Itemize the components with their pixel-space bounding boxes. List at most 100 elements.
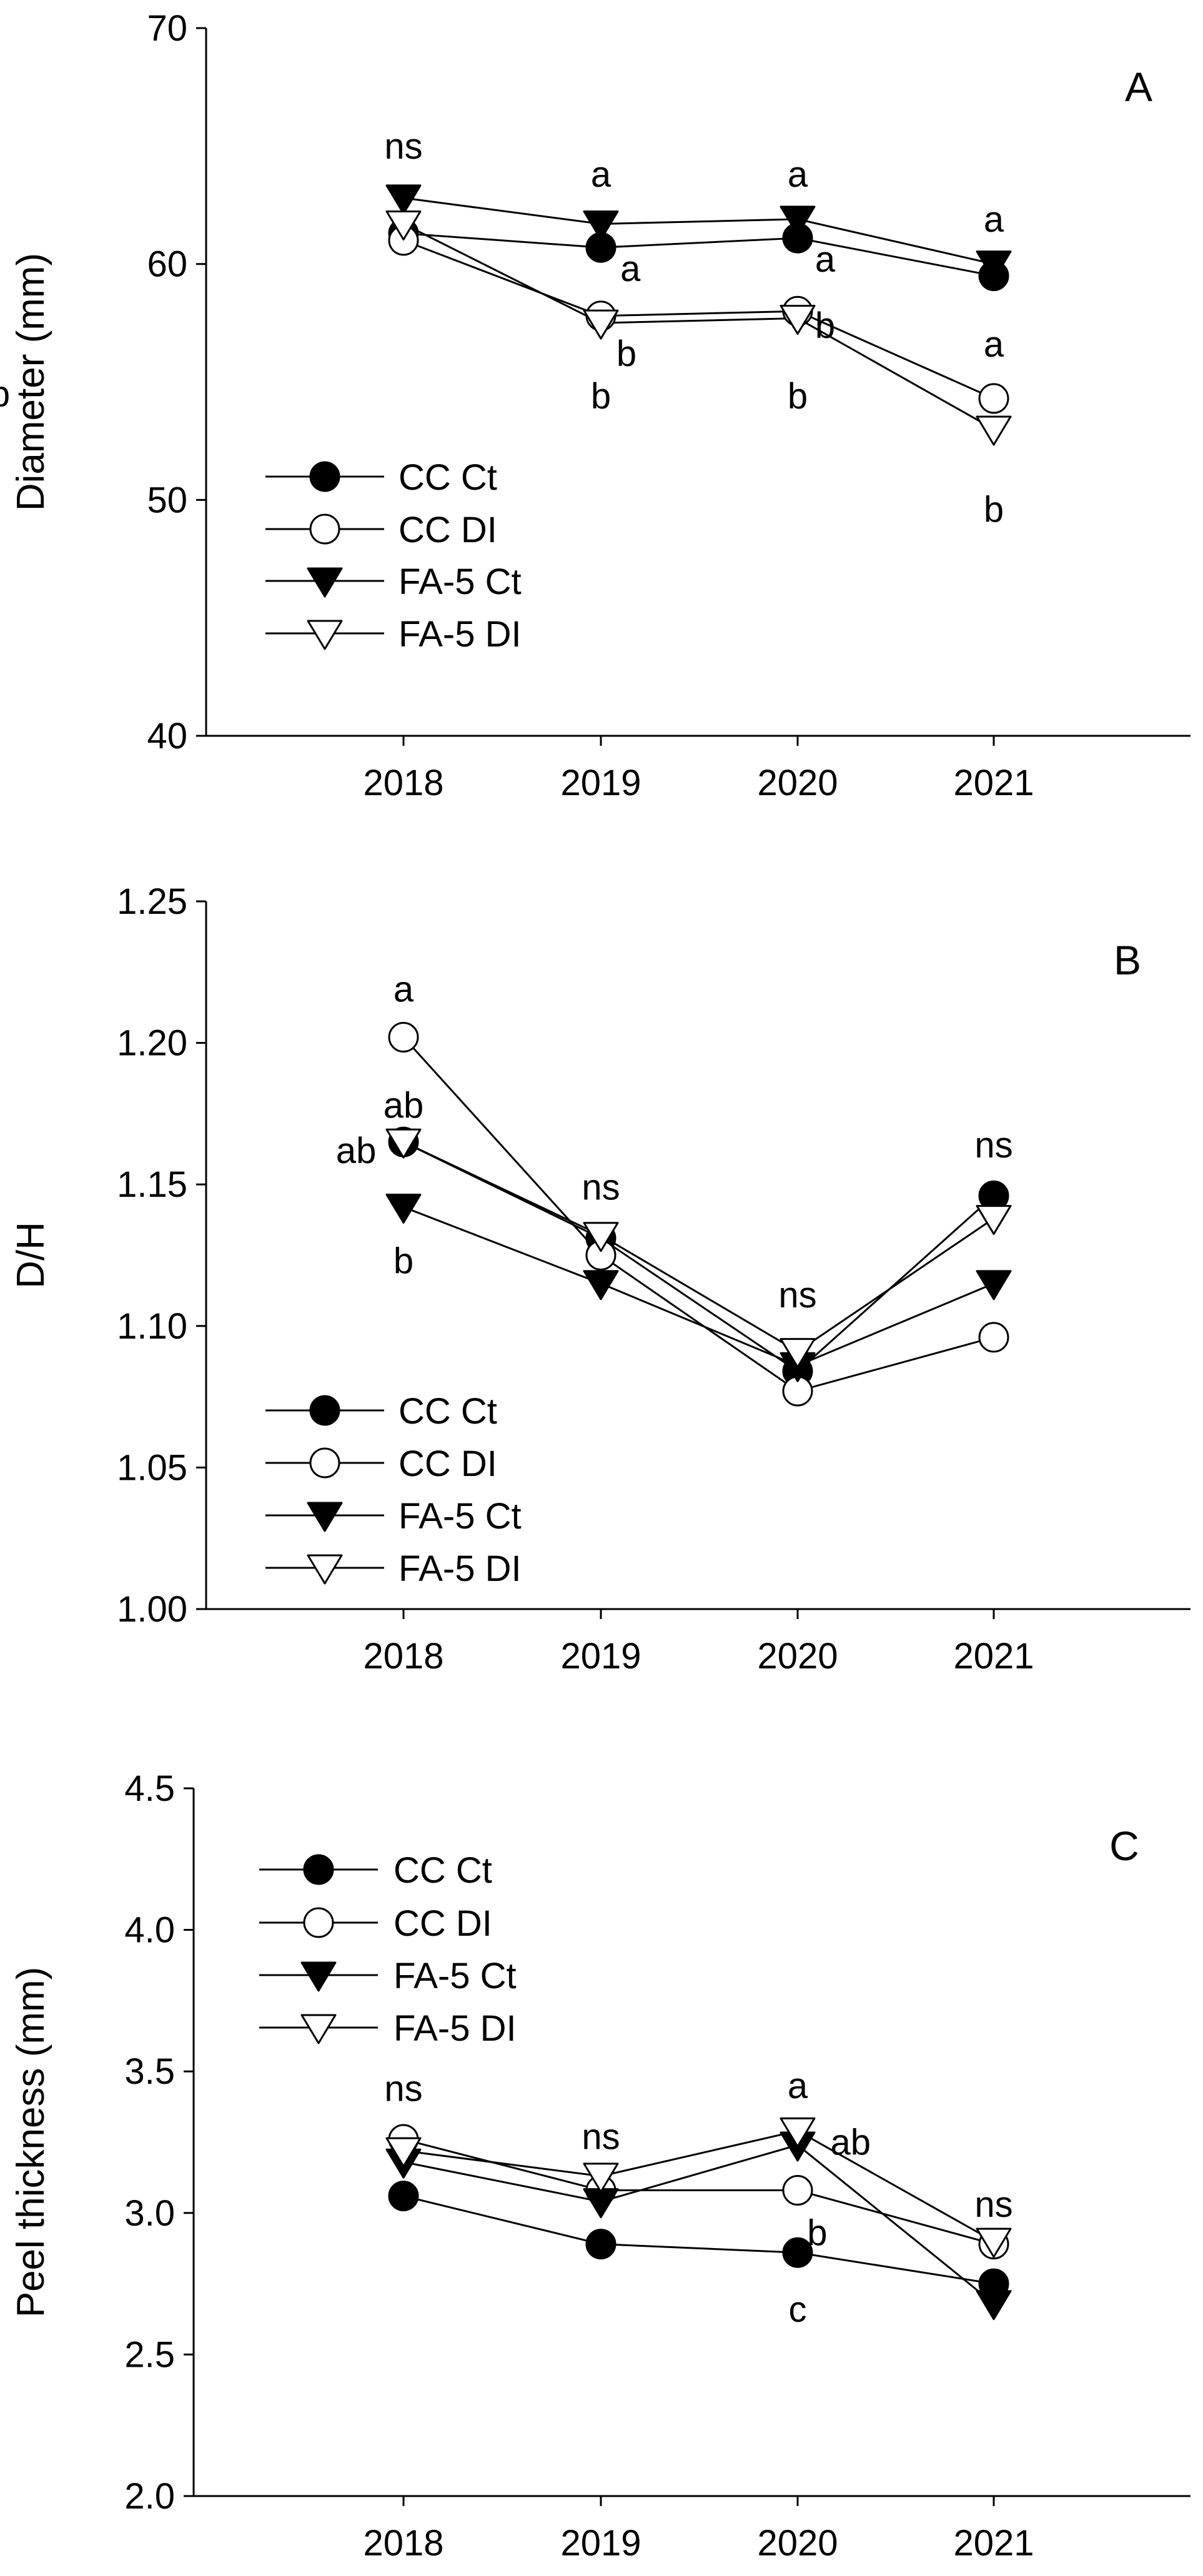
data-point xyxy=(978,1322,1009,1353)
significance-label: a xyxy=(394,969,414,1009)
legend-marker xyxy=(309,1395,340,1426)
data-point xyxy=(782,2237,813,2268)
significance-label: b xyxy=(591,376,611,417)
series-fa-5-ct xyxy=(403,2144,994,2304)
y-tick-label: 60 xyxy=(147,244,187,285)
data-point xyxy=(780,305,816,335)
x-tick-label: 2021 xyxy=(953,2523,1034,2564)
x-tick-label: 2021 xyxy=(953,1636,1034,1677)
legend-marker xyxy=(307,567,343,598)
series-fa-5-ct xyxy=(403,197,994,265)
data-point xyxy=(583,1270,619,1300)
x-tick-label: 2019 xyxy=(560,1636,641,1677)
y-tick-label: 70 xyxy=(147,8,187,49)
data-point xyxy=(583,210,619,240)
data-point xyxy=(388,2181,419,2212)
significance-label: ns xyxy=(384,126,422,167)
y-tick-label: 50 xyxy=(147,480,187,520)
x-tick-label: 2018 xyxy=(363,1636,443,1677)
series-cc-ct xyxy=(403,232,994,277)
y-tick-label: 1.20 xyxy=(117,1023,187,1064)
series-cc-di xyxy=(402,1036,994,1392)
legend-label: FA-5 DI xyxy=(399,1548,522,1589)
series-line xyxy=(403,2195,994,2285)
x-tick-label: 2019 xyxy=(560,763,641,803)
series-cc-ct xyxy=(403,2195,994,2285)
x-tick-label: 2020 xyxy=(757,1636,838,1677)
legend-marker xyxy=(300,2014,337,2044)
series-markers-cc-ct xyxy=(388,218,1009,292)
series-line xyxy=(403,1141,994,1353)
series-markers-fa-5-di xyxy=(385,210,1012,446)
data-point xyxy=(976,2290,1012,2321)
data-point xyxy=(976,415,1012,446)
data-point xyxy=(385,2137,422,2167)
panel-label: A xyxy=(1125,64,1152,110)
data-point xyxy=(976,1270,1012,1300)
significance-label: b xyxy=(788,376,808,417)
series-fa-5-di xyxy=(403,1141,994,1353)
legend-label: FA-5 Ct xyxy=(399,562,522,602)
series-cc-ct xyxy=(403,1141,995,1373)
y-tick-label: 1.05 xyxy=(117,1447,187,1488)
legend-label: CC DI xyxy=(399,510,497,550)
y-axis-title: Diameter (mm) xyxy=(9,253,52,511)
series-line xyxy=(403,232,994,277)
x-tick-label: 2018 xyxy=(363,763,443,803)
significance-label: ns xyxy=(974,2184,1012,2225)
data-point xyxy=(976,2227,1012,2258)
data-point xyxy=(583,2162,619,2193)
significance-label: ns xyxy=(384,2068,422,2109)
series-cc-di xyxy=(403,239,994,400)
significance-label: b xyxy=(815,305,835,346)
series-fa-5-ct xyxy=(403,1206,994,1367)
significance-label: a xyxy=(788,2066,808,2106)
legend-marker xyxy=(309,461,340,492)
legend-marker xyxy=(303,1854,334,1885)
significance-label: ns xyxy=(582,2116,620,2157)
x-tick-label: 2021 xyxy=(953,763,1034,803)
significance-label: b xyxy=(394,1241,413,1282)
data-point xyxy=(782,2175,813,2206)
series-line xyxy=(403,2129,994,2242)
data-point xyxy=(780,2117,816,2147)
series-line xyxy=(403,197,994,265)
data-point xyxy=(780,206,816,236)
series-line xyxy=(403,1206,994,1367)
panel-label: C xyxy=(1109,1823,1139,1869)
legend: CC Ct CC DI FA-5 Ct FA-5 DI xyxy=(259,1850,517,2049)
legend-label: CC Ct xyxy=(399,457,497,498)
series-markers-fa-5-di xyxy=(385,1128,1012,1369)
significance-label: a xyxy=(591,154,611,195)
legend-marker xyxy=(307,620,343,650)
significance-label: a xyxy=(788,154,808,195)
legend-marker xyxy=(307,1554,343,1585)
legend-marker xyxy=(309,513,340,545)
series-line xyxy=(403,2144,994,2304)
legend-label: FA-5 Ct xyxy=(399,1496,522,1537)
chart-panel-b: 1.00 1.05 1.10 1.15 1.20 1.25 2018 2019 2020 2021… xyxy=(9,881,1191,1677)
series-line xyxy=(403,239,994,400)
significance-label: a xyxy=(815,239,836,280)
series-line xyxy=(403,223,994,430)
data-point xyxy=(385,1193,422,1224)
significance-label: a xyxy=(984,199,1004,240)
significance-label: b xyxy=(807,2213,827,2254)
significance-label: b xyxy=(984,489,1004,530)
data-point xyxy=(583,1222,619,1252)
data-point xyxy=(585,2229,616,2260)
y-tick-label: 3.0 xyxy=(124,2193,175,2234)
legend: CC Ct CC DI FA-5 Ct FA-5 DI xyxy=(265,457,522,655)
legend-label: CC Ct xyxy=(399,1391,497,1432)
y-axis-title: D/H xyxy=(9,1222,52,1289)
series-line xyxy=(403,1141,995,1373)
significance-label: b xyxy=(616,334,636,374)
y-tick-label: 40 xyxy=(147,716,187,756)
x-tick-label: 2018 xyxy=(363,2523,443,2564)
y-tick-label: 1.00 xyxy=(117,1589,187,1630)
legend-label: FA-5 DI xyxy=(394,2008,517,2049)
y-tick-label: 4.0 xyxy=(124,1910,175,1951)
y-tick-label: 1.25 xyxy=(117,881,187,922)
data-point xyxy=(583,2188,619,2219)
series-cc-di xyxy=(403,2138,994,2246)
